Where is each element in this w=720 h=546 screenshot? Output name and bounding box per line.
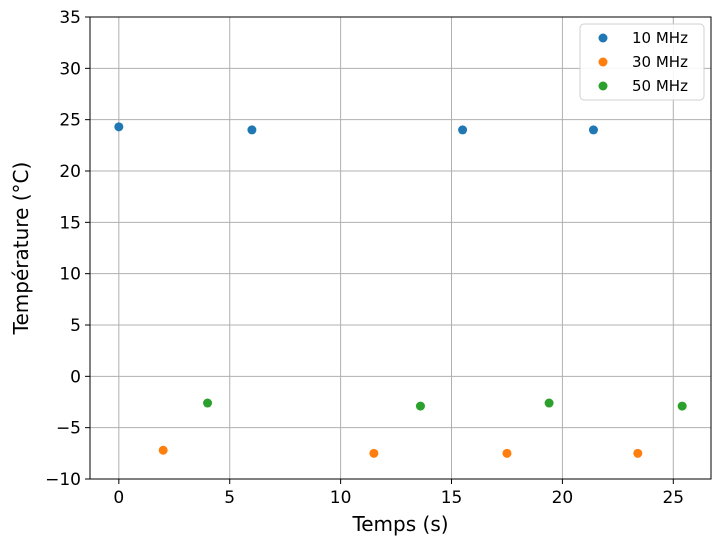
point-30-mhz [369,448,379,458]
point-30-mhz [633,448,643,458]
x-tick-label: 0 [113,488,124,508]
y-tick-label: 25 [59,111,81,131]
y-axis-label: Température (°C) [9,162,33,336]
plot-frame [89,16,712,480]
point-50-mhz [203,398,213,408]
point-50-mhz [677,401,687,411]
grid [90,16,711,480]
point-50-mhz [544,398,554,408]
y-tick-label: 5 [70,316,81,336]
legend-label-30-mhz: 30 MHz [632,53,688,71]
legend-marker-10-mhz [598,33,608,43]
legend: 10 MHz 30 MHz 50 MHz [579,23,705,101]
x-tick-label: 25 [662,488,684,508]
point-10-mhz [114,122,124,132]
x-tick-label: 15 [441,488,463,508]
x-tick-label: 20 [552,488,574,508]
y-tick-label: −5 [56,419,81,439]
y-tick-label: 30 [59,59,81,79]
data-points [114,122,687,458]
x-tick-label: 5 [224,488,235,508]
y-tick-label: 15 [59,213,81,233]
legend-label-50-mhz: 50 MHz [632,77,688,95]
y-tick-label: 35 [59,8,81,28]
legend-box [579,23,705,101]
legend-marker-50-mhz [598,81,608,91]
point-50-mhz [415,401,425,411]
point-30-mhz [158,445,168,455]
y-tick-label: 0 [70,367,81,387]
y-tick-label: −10 [45,470,81,490]
y-tick-label: 10 [59,265,81,285]
x-tick-label: 10 [330,488,352,508]
point-10-mhz [458,125,468,135]
point-10-mhz [588,125,598,135]
y-tick-label: 20 [59,162,81,182]
axis-ticks: 0 5 10 15 20 25 −10 −5 0 5 10 15 20 25 30 35 [45,8,684,508]
legend-label-10-mhz: 10 MHz [632,29,688,47]
x-axis-label: Temps (s) [351,512,448,536]
point-10-mhz [247,125,257,135]
point-30-mhz [502,448,512,458]
legend-marker-30-mhz [598,57,608,67]
